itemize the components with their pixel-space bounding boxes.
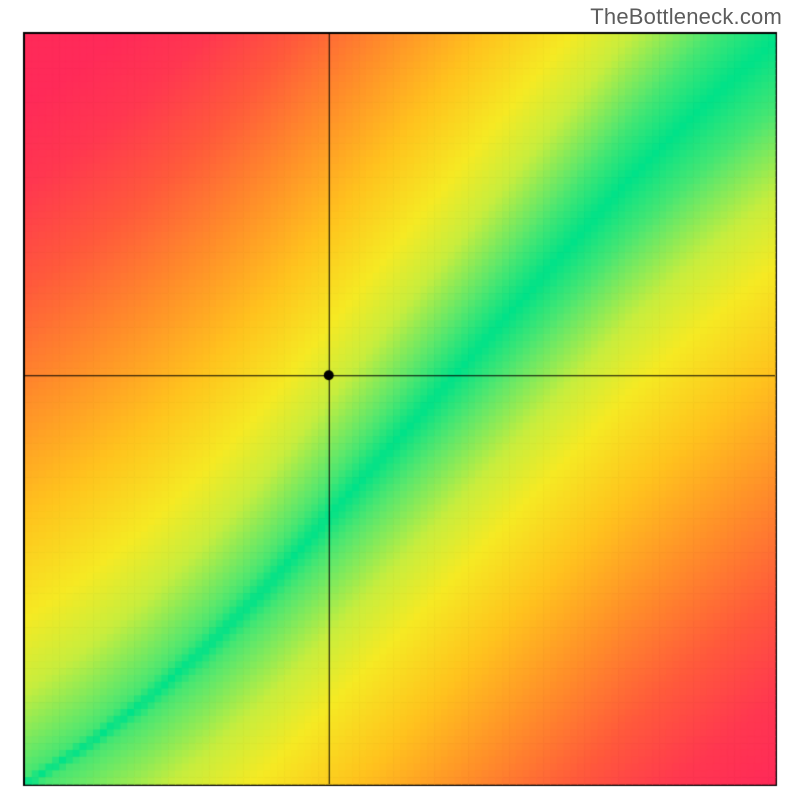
watermark-text: TheBottleneck.com xyxy=(590,4,782,30)
chart-container: TheBottleneck.com xyxy=(0,0,800,800)
bottleneck-heatmap xyxy=(0,0,800,800)
